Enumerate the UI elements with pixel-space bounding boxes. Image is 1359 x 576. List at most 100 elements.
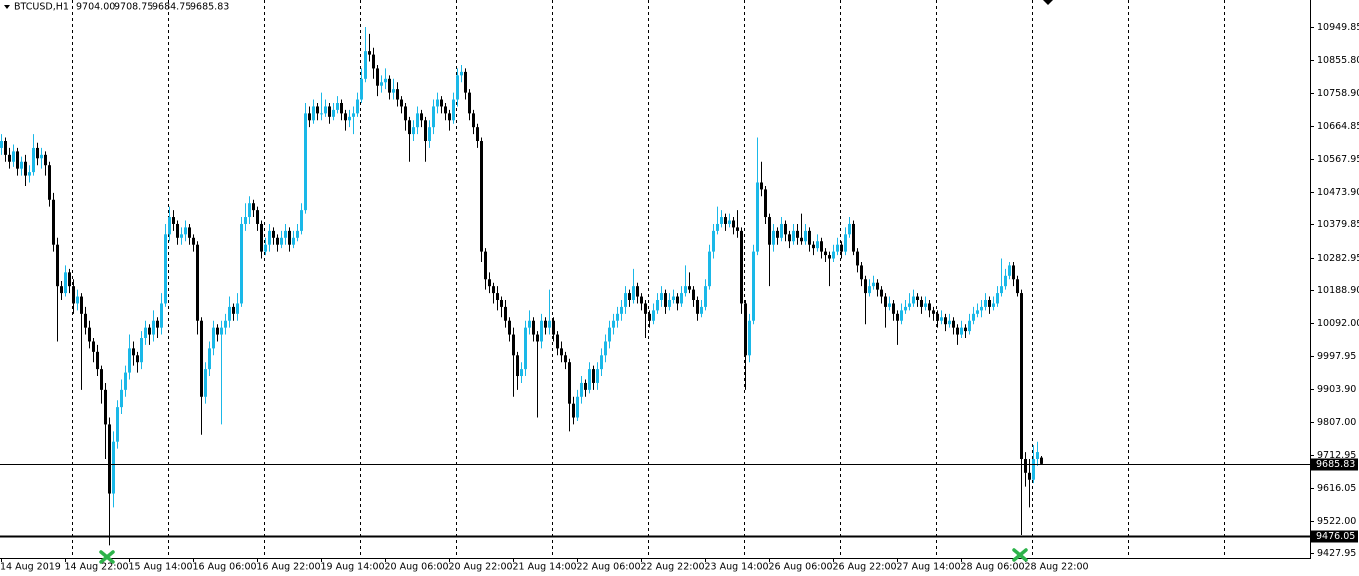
- candle-body: [572, 403, 575, 418]
- x-tick-label: 14 Aug 22:00: [65, 562, 129, 573]
- y-tick-label: 10567.95: [1317, 154, 1359, 165]
- candle-body: [408, 120, 411, 135]
- candle-body: [516, 355, 519, 377]
- candle-body: [260, 223, 263, 252]
- candle-body: [232, 306, 235, 314]
- candle-body: [252, 203, 255, 211]
- candle-body: [720, 217, 723, 224]
- candle-body: [160, 303, 163, 328]
- candle-body: [704, 286, 707, 307]
- candle-body: [536, 334, 539, 342]
- candle-body: [716, 223, 719, 231]
- candle-body: [132, 348, 135, 356]
- candle-body: [60, 286, 63, 294]
- candle-body: [372, 54, 375, 69]
- candle-body: [928, 303, 931, 311]
- candle-body: [416, 113, 419, 128]
- candle-body: [512, 334, 515, 356]
- candle-body: [92, 341, 95, 352]
- x-tick-label: 23 Aug 14:00: [705, 562, 769, 573]
- candle-body: [84, 313, 87, 328]
- candle-body: [284, 230, 287, 238]
- candle-body: [612, 320, 615, 328]
- candle-body: [692, 289, 695, 300]
- candle-body: [972, 313, 975, 321]
- candle-body: [448, 113, 451, 121]
- candle-body: [8, 154, 11, 162]
- candle-body: [116, 407, 119, 442]
- price-label: 9685.83: [1316, 459, 1355, 470]
- candle-body: [412, 127, 415, 135]
- y-tick-label: 10379.85: [1317, 219, 1359, 230]
- y-tick-label: 9616.05: [1317, 483, 1356, 494]
- candle-body: [664, 293, 667, 307]
- candle-body: [984, 299, 987, 307]
- candle-body: [344, 113, 347, 121]
- candle-body: [768, 217, 771, 245]
- candle-body: [752, 251, 755, 321]
- x-tick-label: 20 Aug 06:00: [385, 562, 449, 573]
- candle-body: [740, 230, 743, 304]
- candle-body: [1016, 279, 1019, 294]
- signal-icon: [1012, 548, 1028, 562]
- candle-body: [1028, 472, 1031, 480]
- candle-body: [584, 382, 587, 390]
- candle-body: [168, 217, 171, 235]
- candle-body: [588, 369, 591, 390]
- candle-body: [436, 99, 439, 107]
- candle-body: [500, 299, 503, 307]
- y-tick-label: 10473.90: [1317, 187, 1359, 198]
- x-tick-label: 22 Aug 22:00: [641, 562, 705, 573]
- candle-body: [668, 299, 671, 307]
- candle-body: [964, 327, 967, 332]
- y-tick-label: 9712.95: [1317, 450, 1356, 461]
- candle-body: [108, 424, 111, 494]
- candle-body: [432, 106, 435, 128]
- candle-body: [296, 230, 299, 238]
- header-open: 9704.00: [76, 2, 115, 13]
- candle-body: [148, 327, 151, 335]
- candle-body: [68, 272, 71, 287]
- candle-body: [640, 296, 643, 304]
- signal-cross: [99, 550, 115, 564]
- candle-body: [452, 99, 455, 121]
- candle-body: [652, 310, 655, 321]
- candle-body: [1040, 457, 1043, 464]
- candle-body: [196, 244, 199, 321]
- candle-body: [52, 199, 55, 245]
- candle-body: [136, 355, 139, 363]
- x-tick-label: 26 Aug 22:00: [833, 562, 897, 573]
- candle-body: [688, 286, 691, 290]
- candle-body: [300, 210, 303, 231]
- candle-body: [940, 317, 943, 321]
- candle-body: [184, 227, 187, 235]
- candle-body: [912, 296, 915, 304]
- candle-body: [192, 237, 195, 245]
- candle-body: [1008, 265, 1011, 276]
- candle-body: [172, 217, 175, 224]
- candle-body: [420, 113, 423, 121]
- candle-body: [520, 369, 523, 377]
- candle-body: [336, 102, 339, 110]
- candle-body: [632, 286, 635, 300]
- signal-icon: [99, 550, 115, 564]
- y-tick-label: 9903.90: [1317, 384, 1356, 395]
- candle-body: [200, 320, 203, 397]
- candle-body: [88, 327, 91, 342]
- candle-body: [636, 286, 639, 297]
- candle-body: [428, 127, 431, 142]
- candle-body: [16, 151, 19, 169]
- candle-body: [764, 189, 767, 218]
- candle-body: [948, 320, 951, 325]
- candle-body: [152, 320, 155, 335]
- candle-body: [236, 303, 239, 314]
- candle-body: [176, 223, 179, 238]
- candle-body: [356, 99, 359, 114]
- y-tick-label: 10855.80: [1317, 55, 1359, 66]
- candle-body: [696, 299, 699, 314]
- candle-body: [240, 223, 243, 304]
- y-tick-label: 10664.85: [1317, 121, 1359, 132]
- candle-body: [656, 299, 659, 311]
- candle-body: [368, 51, 371, 55]
- candle-body: [128, 348, 131, 373]
